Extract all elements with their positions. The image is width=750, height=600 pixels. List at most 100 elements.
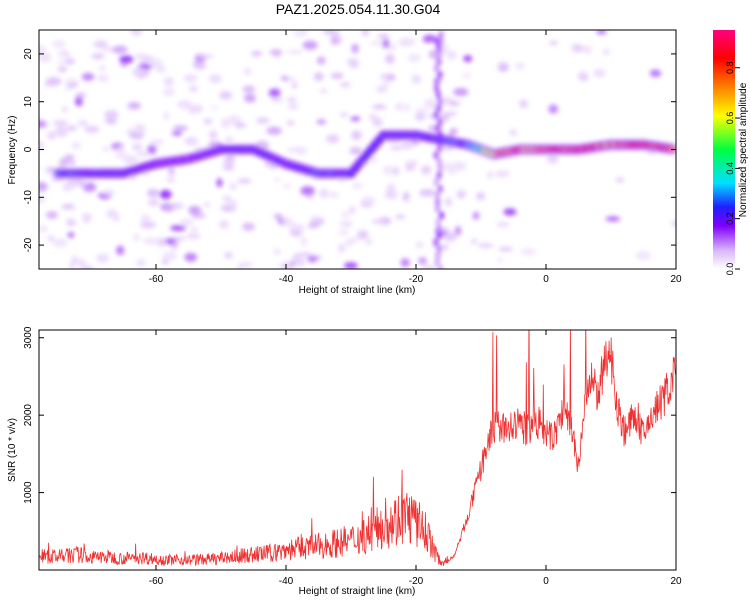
noise-blob bbox=[287, 147, 302, 153]
noise-blob bbox=[351, 43, 359, 54]
noise-blob bbox=[52, 238, 68, 248]
streak-blob bbox=[435, 50, 441, 59]
noise-blob bbox=[287, 49, 304, 55]
y-tick-label: -20 bbox=[23, 237, 34, 252]
noise-blob bbox=[93, 40, 108, 49]
noise-blob bbox=[116, 245, 125, 256]
x-tick-label: -40 bbox=[279, 274, 294, 285]
noise-blob bbox=[440, 227, 451, 233]
noise-blob bbox=[163, 111, 170, 121]
noise-blob bbox=[477, 243, 494, 249]
noise-blob bbox=[515, 62, 526, 70]
noise-blob bbox=[97, 74, 109, 82]
noise-blob bbox=[127, 101, 142, 110]
noise-blob bbox=[345, 238, 353, 248]
spectrogram-ylabel: Frequency (Hz) bbox=[7, 116, 18, 185]
noise-blob bbox=[168, 166, 175, 176]
noise-blob bbox=[47, 236, 54, 241]
noise-blob bbox=[287, 103, 299, 110]
streak-blob bbox=[434, 77, 440, 86]
noise-blob bbox=[269, 49, 283, 56]
noise-blob bbox=[596, 30, 607, 35]
noise-blob bbox=[140, 221, 157, 229]
noise-blob bbox=[171, 131, 183, 136]
noise-blob bbox=[74, 96, 83, 107]
noise-blob bbox=[147, 199, 160, 206]
noise-blob bbox=[242, 222, 255, 231]
noise-blob bbox=[279, 261, 294, 269]
streak-blob bbox=[437, 117, 443, 126]
noise-blob bbox=[603, 49, 610, 55]
noise-blob bbox=[301, 30, 308, 35]
noise-blob bbox=[67, 231, 75, 238]
streak-blob bbox=[434, 37, 440, 46]
noise-blob bbox=[414, 107, 428, 117]
noise-blob bbox=[447, 170, 457, 175]
noise-blob bbox=[155, 237, 168, 247]
noise-blob bbox=[39, 52, 52, 63]
noise-blob bbox=[313, 72, 324, 81]
noise-blob bbox=[365, 238, 372, 246]
noise-blob bbox=[116, 146, 125, 153]
noise-blob bbox=[420, 165, 432, 175]
noise-blob bbox=[340, 112, 349, 117]
streak-blob bbox=[433, 151, 439, 160]
noise-blob bbox=[411, 74, 422, 84]
noise-blob bbox=[316, 119, 327, 125]
noise-blob bbox=[357, 229, 369, 240]
y-tick-label: 0 bbox=[23, 146, 34, 152]
noise-blob bbox=[461, 73, 472, 79]
noise-blob bbox=[234, 123, 247, 129]
noise-blob bbox=[243, 67, 252, 76]
snr-series-line bbox=[39, 330, 676, 567]
noise-blob bbox=[351, 182, 363, 189]
colorbar-tick-label: 0.8 bbox=[725, 61, 735, 74]
snr-frame bbox=[38, 329, 677, 571]
noise-blob bbox=[56, 60, 68, 65]
streak-blob bbox=[437, 265, 443, 269]
noise-blob bbox=[39, 120, 46, 129]
noise-blob bbox=[649, 69, 662, 78]
noise-blob bbox=[449, 101, 461, 106]
noise-blob bbox=[577, 71, 588, 78]
noise-blob bbox=[66, 125, 77, 131]
noise-blob bbox=[503, 208, 517, 216]
noise-blob bbox=[341, 210, 349, 219]
noise-blob bbox=[68, 261, 77, 269]
noise-blob bbox=[407, 53, 421, 63]
noise-blob bbox=[64, 154, 75, 161]
noise-blob bbox=[270, 96, 284, 104]
noise-blob bbox=[326, 134, 340, 144]
noise-blob bbox=[281, 216, 291, 225]
colorbar-gradient bbox=[713, 30, 735, 269]
noise-blob bbox=[170, 236, 186, 241]
noise-blob bbox=[147, 188, 160, 198]
noise-blob bbox=[162, 251, 178, 261]
x-tick-label: -60 bbox=[149, 576, 164, 587]
streak-blob bbox=[433, 111, 439, 120]
noise-blob bbox=[39, 225, 48, 233]
heatmap-layer bbox=[39, 30, 676, 269]
y-tick-label: -10 bbox=[23, 190, 34, 205]
noise-blob bbox=[351, 130, 362, 141]
noise-blob bbox=[91, 52, 105, 60]
noise-blob bbox=[166, 176, 175, 183]
noise-blob bbox=[55, 125, 68, 135]
noise-blob bbox=[184, 252, 198, 262]
noise-blob bbox=[400, 258, 410, 268]
noise-blob bbox=[225, 199, 238, 208]
x-tick-label: 20 bbox=[670, 274, 682, 285]
y-tick-label: 3000 bbox=[23, 326, 34, 349]
noise-blob bbox=[398, 37, 413, 48]
noise-blob bbox=[52, 120, 68, 126]
noise-blob bbox=[330, 35, 340, 45]
colorbar-tick-label: 0.0 bbox=[725, 263, 735, 276]
noise-blob bbox=[300, 236, 307, 247]
noise-blob bbox=[296, 251, 313, 257]
noise-blob bbox=[186, 233, 201, 239]
noise-blob bbox=[170, 225, 186, 232]
noise-blob bbox=[404, 160, 419, 167]
noise-blob bbox=[496, 221, 510, 227]
noise-blob bbox=[77, 120, 89, 127]
noise-blob bbox=[508, 129, 518, 136]
